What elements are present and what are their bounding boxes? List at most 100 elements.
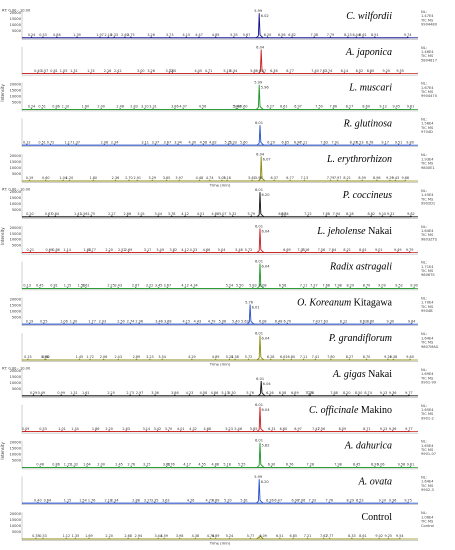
baseline-rt-label: 9.45 <box>392 105 400 109</box>
side-info-label: 9902D1 <box>421 202 435 206</box>
baseline-rt-label: 6.97 <box>294 105 302 109</box>
baseline-rt-label: 2.60 <box>121 33 129 37</box>
baseline-rt-label: 8.53 <box>356 140 364 144</box>
baseline-rt-label: 1.06 <box>60 319 68 323</box>
baseline-rt-label: 6.80 <box>287 355 295 359</box>
baseline-rt-label: 3.72 <box>166 69 174 73</box>
baseline-rt-label: 0.35 <box>32 534 40 538</box>
sample-name-italic: A. ovata <box>358 476 392 487</box>
side-info-label: 1.70E4 <box>421 301 434 305</box>
baseline-rt-label: 1.69 <box>85 534 93 538</box>
y-tick-label: 5000 <box>12 315 22 319</box>
peak-rt-label: 6.01 <box>252 305 260 309</box>
baseline-rt-label: 3.65 <box>163 176 171 180</box>
baseline-rt-label: 2.73 <box>126 391 134 395</box>
sample-name: L. erythrorhizon <box>326 154 392 165</box>
baseline-rt-label: 6.97 <box>294 427 302 431</box>
baseline-rt-label: 0.20 <box>26 212 34 216</box>
peak-rt-label: 6.04 <box>261 408 270 412</box>
baseline-rt-label: 4.17 <box>183 463 191 467</box>
y-axis-label: Intensity <box>0 227 5 245</box>
baseline-rt-label: 7.68 <box>322 284 330 288</box>
baseline-rt-label: 6.28 <box>267 355 275 359</box>
sample-name-italic: A. japonica <box>345 47 392 58</box>
baseline-rt-label: 2.43 <box>114 355 122 359</box>
baseline-rt-label: 3.76 <box>167 463 175 467</box>
peak-rt-label: 6.01 <box>255 188 263 192</box>
baseline-rt-label: 2.03 <box>99 319 107 323</box>
y-tick-label: 20000 <box>10 83 22 87</box>
baseline-rt-label: 6.76 <box>286 463 294 467</box>
baseline-rt-label: 0.40 <box>34 498 42 502</box>
baseline-rt-label: 3.82 <box>169 248 177 252</box>
baseline-rt-label: 8.71 <box>363 427 371 431</box>
baseline-rt-label: 4.51 <box>197 212 205 216</box>
baseline-rt-label: 9.02 <box>375 534 383 538</box>
baseline-rt-label: 9.12 <box>379 105 387 109</box>
baseline-rt-label: 0.46 <box>36 463 44 467</box>
baseline-rt-label: 7.63 <box>320 140 328 144</box>
baseline-rt-label: 2.66 <box>124 212 132 216</box>
y-tick-label: 10000 <box>10 23 22 27</box>
baseline-rt-label: 6.60 <box>280 427 288 431</box>
baseline-rt-label: 3.29 <box>149 176 157 180</box>
baseline-rt-label: 5.34 <box>230 69 238 73</box>
main-peak <box>256 535 264 540</box>
side-info-label: NL: <box>421 368 427 372</box>
baseline-rt-label: 1.31 <box>70 391 78 395</box>
baseline-rt-label: 8.09 <box>339 427 347 431</box>
baseline-rt-label: 1.12 <box>63 534 71 538</box>
y-tick-label: 15000 <box>10 89 22 93</box>
y-tick-label: 5000 <box>12 100 22 104</box>
baseline-rt-label: 9.58 <box>398 463 406 467</box>
baseline-rt-label: 9.17 <box>381 140 389 144</box>
baseline-rt-label: 8.82 <box>367 212 375 216</box>
baseline-rt-label: 0.21 <box>27 248 35 252</box>
baseline-rt-label: 1.35 <box>72 534 80 538</box>
y-tick-label: 20000 <box>10 441 22 445</box>
baseline-rt-label: 9.51 <box>395 140 403 144</box>
baseline-rt-label: 0.57 <box>41 69 49 73</box>
baseline-rt-label: 1.01 <box>58 427 66 431</box>
side-info-label: NL: <box>421 404 427 408</box>
baseline-rt-label: 0.53 <box>39 534 47 538</box>
baseline-rt-label: 7.43 <box>312 319 320 323</box>
side-info-label: TIC MS <box>420 484 434 488</box>
baseline-rt-label: 7.21 <box>304 534 312 538</box>
baseline-rt-label: 8.45 <box>353 463 361 467</box>
baseline-rt-label: 4.58 <box>200 140 208 144</box>
sample-name-italic: R. glutinosa <box>343 118 392 129</box>
main-peak <box>256 442 265 468</box>
baseline-rt-label: 7.84 <box>329 248 337 252</box>
noise-trace <box>22 286 416 289</box>
side-info-label: 9807MAG <box>421 345 439 349</box>
y-tick-label: 15000 <box>10 375 22 379</box>
baseline-rt-label: 1.15 <box>64 463 72 467</box>
y-tick-label: 5000 <box>12 29 22 33</box>
baseline-rt-label: 0.53 <box>39 427 47 431</box>
peak-rt-label: 6.20 <box>261 480 270 484</box>
baseline-rt-label: 6.56 <box>278 33 286 37</box>
baseline-rt-label: 5.06 <box>219 319 227 323</box>
baseline-rt-label: 0.67 <box>45 212 53 216</box>
baseline-rt-label: 1.75 <box>88 212 96 216</box>
y-tick-label: 10000 <box>10 95 22 99</box>
side-info-label: 1.45E4 <box>421 193 434 197</box>
peak-rt-label: 6.01 <box>255 259 263 263</box>
baseline-rt-label: 0.53 <box>39 33 47 37</box>
baseline-rt-label: 7.56 <box>318 248 326 252</box>
baseline-rt-label: 1.50 <box>78 284 86 288</box>
x-axis-label: Time (min) <box>209 183 231 188</box>
baseline-rt-label: 4.71 <box>205 69 213 73</box>
side-info-label: TIC MS <box>420 412 434 416</box>
baseline-rt-label: 8.74 <box>364 391 372 395</box>
sample-name-italic: C. wilfordii <box>346 11 392 22</box>
baseline-rt-label: 0.29 <box>30 391 38 395</box>
side-info-label: 9901-2 <box>421 416 434 420</box>
noise-trace <box>22 71 402 75</box>
chromatogram-panel-10: 6.016.04 0.15 0.580.60 1.45 1.72 2.06 2.43 2.89… <box>21 331 439 367</box>
baseline-rt-label: 1.77 <box>88 319 96 323</box>
baseline-rt-label: 9.52 <box>395 284 403 288</box>
baseline-rt-label: 9.36 <box>389 427 397 431</box>
